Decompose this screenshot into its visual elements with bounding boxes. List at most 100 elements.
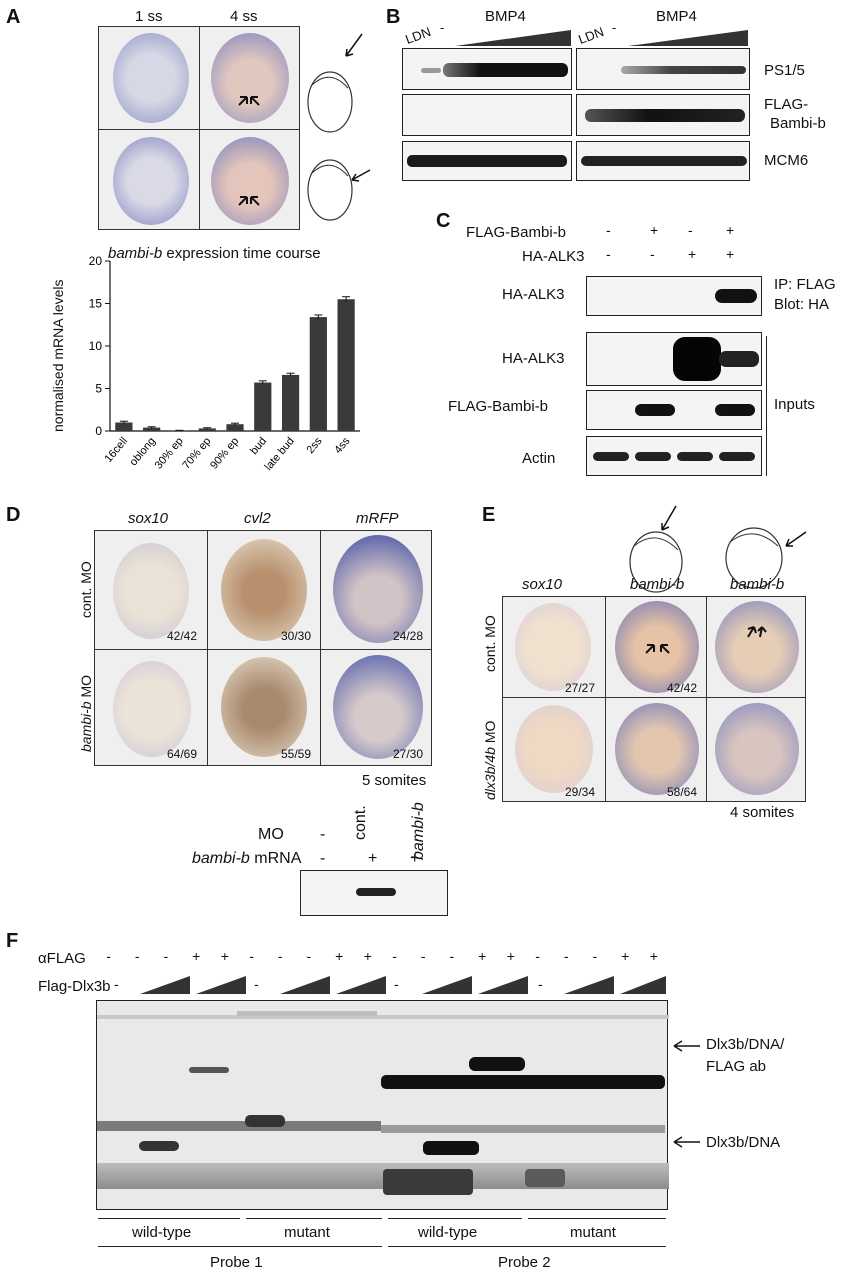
blot-mcm6-right xyxy=(576,141,750,181)
x-tick-label: 4ss xyxy=(332,435,353,456)
embryo-d-sox10-cont xyxy=(113,543,189,639)
panel-label-b: B xyxy=(386,6,401,28)
sign: + xyxy=(726,222,735,238)
embryo-1ss-lateral xyxy=(113,33,189,123)
stage-label-4ss: 4 ss xyxy=(230,8,258,25)
bar xyxy=(198,428,216,431)
x-tick-label: 16cell xyxy=(103,435,131,465)
gradient-wedge-left xyxy=(455,30,571,46)
flag-minus-2: - xyxy=(254,976,259,992)
y-tick-label: 0 xyxy=(95,424,102,438)
blot-ps15-right xyxy=(576,48,750,90)
embryo-image-grid-a xyxy=(98,26,300,230)
aflag-sign: - xyxy=(592,948,598,964)
aflag-sign: + xyxy=(621,948,630,964)
stage-label-e: 4 somites xyxy=(730,804,795,821)
blot-label-flag-bambi-input: FLAG-Bambi-b xyxy=(448,398,549,415)
flag-minus-1: - xyxy=(114,976,119,992)
blot-mcm6-left xyxy=(402,141,572,181)
embryo-d-cvl2-bambi xyxy=(221,657,307,757)
mo-val-2: cont. xyxy=(352,805,369,840)
blot-label-mcm6: MCM6 xyxy=(764,152,809,169)
chart-title-gene: bambi-b xyxy=(108,245,163,262)
aflag-sign: + xyxy=(192,948,201,964)
embryo-d-sox10-bambi xyxy=(113,661,191,757)
fraction-e-3: 29/34 xyxy=(565,785,596,799)
col-label-mrfp-d: mRFP xyxy=(356,510,399,527)
flag-minus-3: - xyxy=(394,976,399,992)
probe-line-2 xyxy=(388,1246,666,1247)
y-tick-label: 10 xyxy=(89,339,103,353)
col-label-cvl2-d: cvl2 xyxy=(244,510,271,527)
dash-label-right: - xyxy=(612,20,617,35)
embryo-d-mrfp-cont xyxy=(333,535,423,643)
blot-label-actin: Actin xyxy=(522,450,556,467)
bar xyxy=(226,424,244,431)
aflag-sign: + xyxy=(478,948,487,964)
bar xyxy=(281,374,300,431)
chart-ylabel: normalised mRNA levels xyxy=(50,279,66,433)
x-tick-label: 70% ep xyxy=(180,435,213,471)
embryo-e-sox10-cont xyxy=(515,603,591,691)
embryo-e-bambi-cont-1 xyxy=(615,601,699,693)
aflag-sign: - xyxy=(563,948,569,964)
bar xyxy=(115,422,133,431)
blot-input-ha-alk3 xyxy=(586,332,762,386)
aflag-sign: + xyxy=(506,948,515,964)
y-tick-label: 15 xyxy=(89,297,103,311)
y-tick-label: 5 xyxy=(95,382,102,396)
blot-label-ha-alk3-input: HA-ALK3 xyxy=(502,350,565,367)
stage-label-1ss: 1 ss xyxy=(135,8,163,25)
fraction-d-2: 30/30 xyxy=(281,629,312,643)
mrna-row-label: bambi-b mRNA xyxy=(192,850,301,868)
emsa-gel xyxy=(96,1000,669,1210)
rt-pcr-gel xyxy=(300,870,448,916)
mrna-val-3: + xyxy=(410,850,420,867)
mo-row-label: MO xyxy=(258,826,284,843)
schematic-embryo-icons-e xyxy=(629,505,807,593)
blot-label-bambi-b: Bambi-b xyxy=(770,115,826,132)
inputs-label: Inputs xyxy=(774,396,815,413)
mrna-val-2: + xyxy=(368,850,378,867)
aflag-sign: - xyxy=(306,948,312,964)
group-label-wt-2: wild-type xyxy=(418,1224,478,1241)
probe-label-1: Probe 1 xyxy=(210,1254,263,1271)
col-label-sox10-e: sox10 xyxy=(522,576,563,593)
blot-ip-ha-alk3 xyxy=(586,276,762,316)
ip-label-line1: IP: FLAG xyxy=(774,276,836,293)
mrna-val-1: - xyxy=(320,850,326,867)
row-label-gene: bambi-b xyxy=(78,701,94,752)
sign: - xyxy=(688,222,693,238)
lane-group-line-2 xyxy=(246,1218,382,1219)
sign: + xyxy=(688,246,697,262)
fraction-d-5: 55/59 xyxy=(281,747,312,761)
panel-label-f: F xyxy=(6,930,19,952)
embryo-image-grid-d: 42/42 30/30 24/28 64/69 55/59 27/30 xyxy=(94,530,432,766)
lane-group-line-1 xyxy=(98,1218,240,1219)
row-label-bambi-mo-d: bambi-b MO xyxy=(78,675,94,752)
lane-group-line-4 xyxy=(528,1218,666,1219)
sign: - xyxy=(650,246,655,262)
blot-input-flag-bambi xyxy=(586,390,762,430)
ip-label-line2: Blot: HA xyxy=(774,296,830,313)
stage-label-d: 5 somites xyxy=(362,772,427,789)
mo-val-1: - xyxy=(320,826,326,843)
blot-flag-bambi-left xyxy=(402,94,572,136)
bar xyxy=(143,427,161,431)
ldn-label-left: LDN xyxy=(403,24,433,47)
arrow-overlays-a xyxy=(238,96,260,206)
sign: + xyxy=(650,222,659,238)
row-label-cont-mo-e: cont. MO xyxy=(482,615,498,672)
row-label-rest-e: MO xyxy=(482,720,498,748)
fraction-e-4: 58/64 xyxy=(667,785,698,799)
row-label-dlx-mo-e: dlx3b/4b MO xyxy=(482,721,498,800)
bmp4-label-right: BMP4 xyxy=(656,8,697,25)
embryo-e-sox10-dlx xyxy=(515,705,593,793)
col-label-bambi-e-1: bambi-b xyxy=(630,576,685,593)
aflag-sign: - xyxy=(535,948,540,964)
arrow-overlays-e xyxy=(645,626,767,654)
lane-group-line-3 xyxy=(388,1218,522,1219)
sign: - xyxy=(606,222,611,238)
gradient-wedge-right xyxy=(628,30,748,46)
